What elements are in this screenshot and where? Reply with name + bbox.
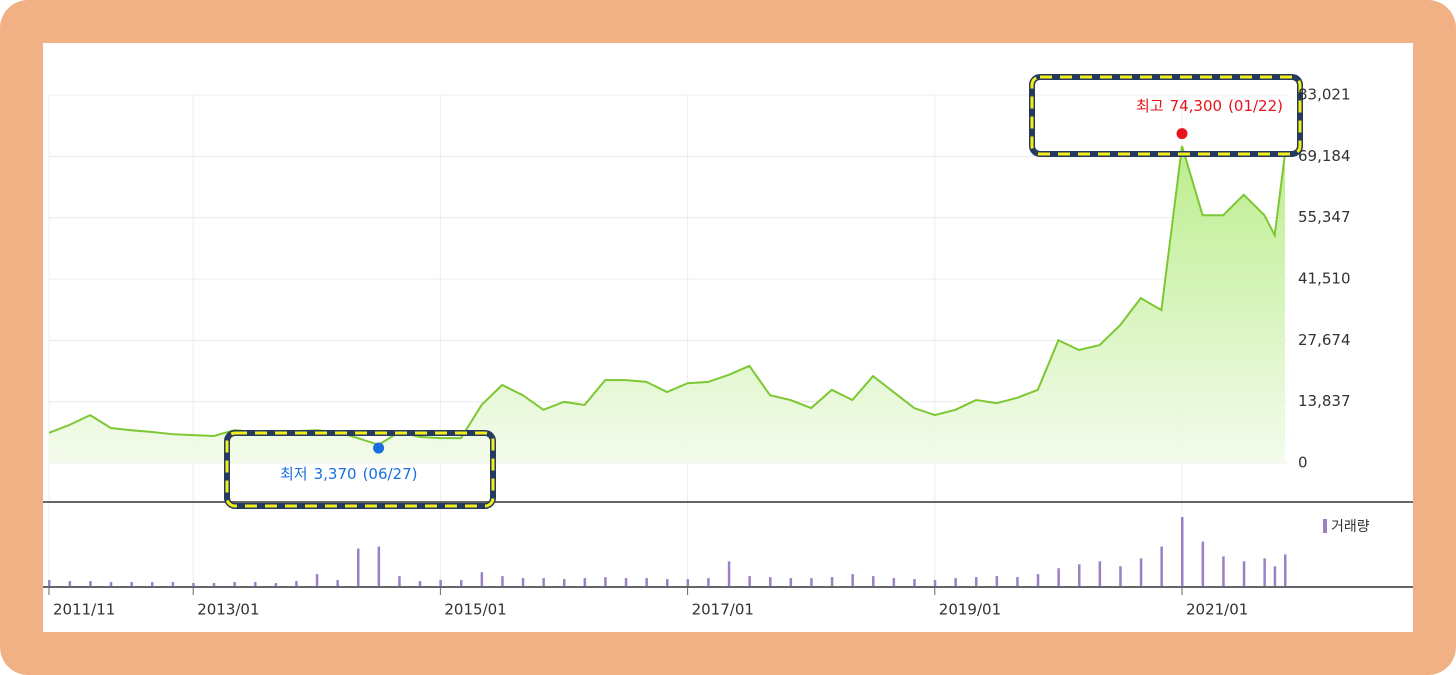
volume-bar <box>460 580 463 586</box>
volume-bar <box>254 582 257 586</box>
volume-bar <box>1139 558 1143 586</box>
volume-bar <box>1242 561 1246 586</box>
volume-bar <box>377 546 381 586</box>
y-tick-label: 13,837 <box>1298 392 1351 410</box>
volume-bar <box>233 582 236 586</box>
volume-bar <box>315 574 319 586</box>
volume-bar <box>604 577 607 586</box>
volume-bar <box>563 579 566 586</box>
volume-bar <box>707 578 710 586</box>
volume-bar <box>48 580 51 586</box>
volume-bar <box>1119 566 1122 586</box>
volume-bar <box>810 578 813 586</box>
volume-bar <box>769 577 772 586</box>
volume-bar <box>1273 566 1277 586</box>
y-tick-label: 55,347 <box>1298 208 1351 226</box>
volume-bar <box>501 576 504 586</box>
volume-bar <box>624 578 628 586</box>
volume-bar <box>1016 577 1019 586</box>
volume-bar <box>666 579 669 586</box>
annotation-value-label: 74,300 <box>1170 97 1223 115</box>
volume-bar <box>418 581 422 586</box>
volume-bar <box>357 548 360 586</box>
y-tick-label: 83,021 <box>1298 86 1351 104</box>
volume-bar <box>872 576 875 586</box>
annotation-dot <box>373 442 385 454</box>
volume-bar <box>398 576 401 586</box>
price-area <box>49 146 1285 463</box>
volume-bar <box>892 578 896 586</box>
volume-bar <box>109 582 113 586</box>
volume-bar <box>171 582 175 586</box>
volume-bar <box>995 576 999 586</box>
volume-bar <box>1181 516 1184 586</box>
x-tick-label: 2015/01 <box>444 601 506 619</box>
volume-bar <box>1284 554 1287 586</box>
x-tick-label: 2019/01 <box>939 601 1001 619</box>
y-tick-label: 27,674 <box>1298 331 1351 349</box>
x-tick-label: 2017/01 <box>692 601 754 619</box>
highlight-box <box>1030 75 1302 156</box>
x-tick-label: 2013/01 <box>197 601 259 619</box>
y-tick-label: 41,510 <box>1298 270 1351 288</box>
volume-bar <box>212 583 216 586</box>
volume-legend: 거래량 <box>1331 519 1370 535</box>
volume-bar <box>851 574 854 586</box>
volume-bar <box>1036 574 1040 586</box>
volume-bar <box>975 577 978 586</box>
volume-bar <box>933 580 937 586</box>
volume-bar <box>1201 541 1205 586</box>
y-tick-label: 0 <box>1298 454 1308 472</box>
volume-bar <box>1222 556 1225 586</box>
volume-bar <box>1057 568 1060 586</box>
volume-bar <box>439 580 442 586</box>
volume-bar <box>68 581 72 586</box>
y-tick-label: 69,184 <box>1298 147 1351 165</box>
volume-bar <box>89 581 92 586</box>
volume-bar <box>954 578 957 586</box>
annotation-dot <box>1176 128 1188 140</box>
annotation: 최저 3,370 (06/27) <box>280 465 418 483</box>
volume-legend-swatch <box>1323 519 1327 533</box>
annotation-label: 최저 <box>280 465 308 483</box>
volume-bar <box>130 582 133 586</box>
volume-bar <box>748 576 751 586</box>
volume-bar <box>336 580 339 586</box>
volume-bar <box>686 579 690 586</box>
annotation-date: (01/22) <box>1228 97 1283 115</box>
annotation-date: (06/27) <box>363 465 418 483</box>
highlight-box <box>225 431 495 508</box>
volume-bar <box>830 577 834 586</box>
volume-bar <box>521 578 525 586</box>
annotation-label: 최고 <box>1136 97 1164 115</box>
volume-bar <box>542 578 545 586</box>
volume-bar <box>1160 546 1163 586</box>
volume-bar <box>1263 558 1266 586</box>
annotation: 최고 74,300 (01/22) <box>1136 97 1283 115</box>
volume-bar <box>192 583 195 586</box>
volume-bar <box>480 572 484 586</box>
volume-bar <box>1078 564 1081 586</box>
highlight-boxes <box>224 74 1303 509</box>
volume-bar <box>151 582 154 586</box>
annotation-value-label: 3,370 <box>314 465 357 483</box>
volume-bar <box>295 581 298 586</box>
volume-bar <box>1098 561 1102 586</box>
volume-bar <box>645 578 648 586</box>
volume-bar <box>727 561 731 586</box>
volume-bar <box>789 578 793 586</box>
x-tick-label: 2011/11 <box>53 601 115 619</box>
x-tick-label: 2021/01 <box>1186 601 1248 619</box>
volume-bar <box>583 578 587 586</box>
volume-bar <box>913 579 916 586</box>
volume-bar <box>274 583 278 586</box>
